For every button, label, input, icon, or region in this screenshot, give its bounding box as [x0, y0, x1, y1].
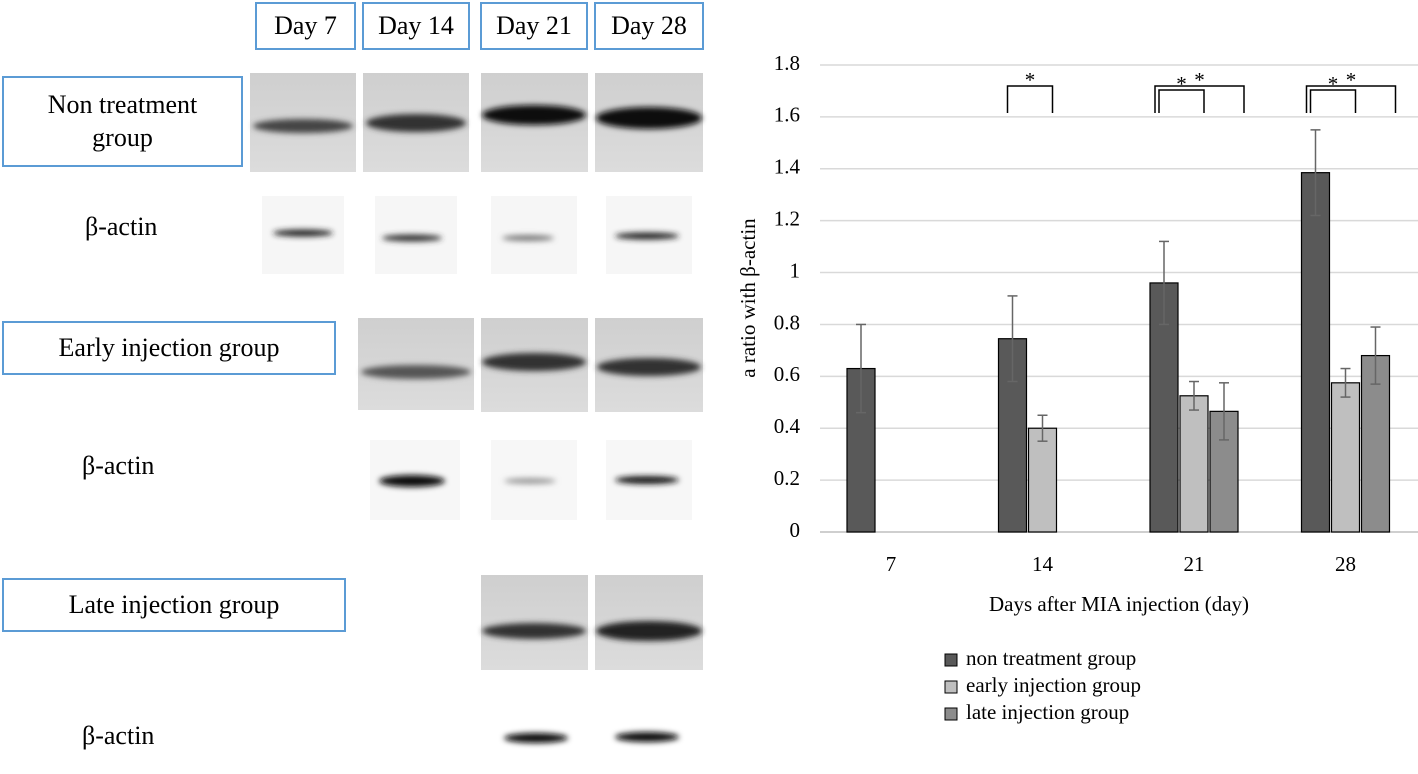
- y-tick-label: 0.6: [774, 362, 800, 386]
- band: [361, 365, 471, 379]
- x-axis-label: Days after MIA injection (day): [989, 592, 1249, 616]
- band: [502, 235, 554, 241]
- group-label: Non treatment group: [2, 76, 243, 167]
- band: [482, 623, 586, 639]
- band: [482, 105, 586, 125]
- x-tick-label: 21: [1184, 552, 1205, 576]
- significance-label: *: [1328, 72, 1339, 96]
- band: [366, 114, 466, 132]
- y-tick-label: 0: [790, 518, 801, 542]
- blot: [491, 196, 577, 274]
- group-label: Early injection group: [2, 321, 336, 375]
- band: [273, 229, 333, 237]
- legend-label: early injection group: [966, 673, 1141, 697]
- significance-label: *: [1176, 72, 1187, 96]
- band: [615, 732, 679, 742]
- blot-panels: [250, 73, 703, 743]
- band: [597, 358, 701, 376]
- significance-label: *: [1194, 68, 1205, 92]
- day-label: Day 28: [594, 2, 704, 50]
- bar: [1179, 395, 1209, 533]
- legend-swatch: [944, 680, 958, 694]
- band: [379, 475, 445, 487]
- control-label: β-actin: [82, 451, 155, 480]
- significance-bracket: [1006, 85, 1054, 113]
- control-label: β-actin: [82, 721, 155, 750]
- band: [482, 353, 586, 371]
- blot: [358, 318, 474, 410]
- x-tick-label: 7: [886, 552, 897, 576]
- control-label: β-actin: [85, 212, 158, 241]
- band: [615, 232, 679, 240]
- y-tick-label: 0.8: [774, 310, 800, 334]
- y-tick-label: 1.8: [774, 51, 800, 75]
- significance-bracket: [1305, 85, 1397, 113]
- legend-label: non treatment group: [966, 646, 1136, 670]
- x-tick-label: 14: [1032, 552, 1054, 576]
- band: [596, 107, 702, 129]
- significance-bracket: [1154, 85, 1245, 113]
- band: [253, 119, 353, 133]
- legend-label: late injection group: [966, 700, 1129, 724]
- day-label: Day 7: [255, 2, 356, 50]
- band: [504, 733, 568, 743]
- x-tick-label: 28: [1335, 552, 1356, 576]
- band: [615, 476, 679, 484]
- significance-bracket: [1158, 89, 1205, 113]
- legend-swatch: [944, 653, 958, 667]
- y-tick-label: 0.4: [774, 414, 801, 438]
- blot: [481, 575, 588, 670]
- bar: [1360, 354, 1391, 533]
- group-label: Late injection group: [2, 578, 346, 632]
- bar: [1330, 382, 1361, 533]
- day-label: Day 21: [480, 2, 588, 50]
- band: [504, 478, 556, 484]
- day-label: Day 14: [362, 2, 470, 50]
- band: [382, 234, 442, 242]
- significance-bracket: [1309, 89, 1357, 113]
- y-axis-label: a ratio with β-actin: [736, 218, 760, 378]
- bar: [1300, 172, 1331, 533]
- y-tick-label: 1: [790, 258, 801, 282]
- y-tick-label: 1.4: [774, 155, 801, 179]
- significance-label: *: [1346, 68, 1357, 92]
- legend-swatch: [944, 707, 958, 721]
- y-tick-label: 0.2: [774, 466, 800, 490]
- y-tick-label: 1.2: [774, 206, 800, 230]
- bar-chart: 0 0.2 0.4 0.6 0.8 1 1.2 1.4 1.6 1.8 7 14 21 28 * * * * * Da…: [736, 51, 1418, 724]
- significance-label: *: [1025, 68, 1036, 92]
- band: [596, 621, 702, 641]
- bar: [1027, 427, 1058, 533]
- y-tick-label: 1.6: [774, 103, 800, 127]
